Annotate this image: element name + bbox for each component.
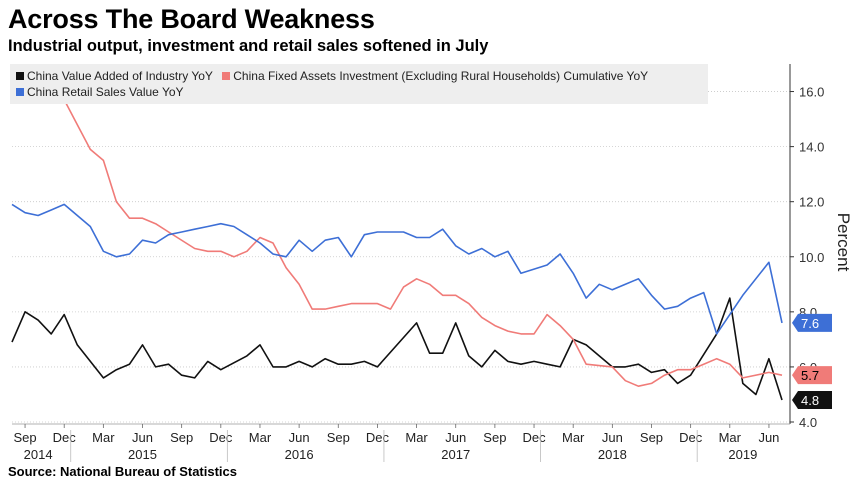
chart-title: Across The Board Weakness <box>8 4 375 34</box>
x-tick-label: Sep <box>170 430 193 445</box>
source-note: Source: National Bureau of Statistics <box>8 464 237 479</box>
x-tick-label: Jun <box>289 430 310 445</box>
last-value-label-2: 7.6 <box>801 316 819 331</box>
x-tick-label: Mar <box>92 430 115 445</box>
y-tick-label: 10.0 <box>799 250 824 265</box>
x-tick-label: Sep <box>483 430 506 445</box>
legend-swatch-fixed-assets <box>222 72 231 80</box>
chart-subtitle: Industrial output, investment and retail… <box>8 37 489 55</box>
x-tick-label: Dec <box>366 430 390 445</box>
last-value-flag-2 <box>792 313 832 332</box>
x-year-label: 2014 <box>24 447 53 462</box>
x-tick-label: Jun <box>758 430 779 445</box>
legend-item-fixed-assets: China Fixed Assets Investment (Excluding… <box>222 69 648 83</box>
legend-row-2: China Retail Sales Value YoY <box>16 85 190 99</box>
x-tick-label: Mar <box>562 430 585 445</box>
x-tick-label: Mar <box>719 430 742 445</box>
x-year-label: 2016 <box>285 447 314 462</box>
x-tick-label: Mar <box>405 430 428 445</box>
series-line-0 <box>11 297 783 401</box>
y-tick-label: 16.0 <box>799 85 824 100</box>
legend-label-industry: China Value Added of Industry YoY <box>27 69 213 83</box>
legend-swatch-retail <box>16 88 24 96</box>
x-year-label: 2017 <box>441 447 470 462</box>
x-tick-label: Dec <box>53 430 77 445</box>
x-tick-label: Sep <box>327 430 350 445</box>
y-tick-label: 4.0 <box>799 415 817 430</box>
x-year-label: 2015 <box>128 447 157 462</box>
series-line-2 <box>11 203 783 335</box>
x-tick-label: Jun <box>132 430 153 445</box>
x-tick-label: Dec <box>679 430 703 445</box>
chart-legend: China Value Added of Industry YoY China … <box>10 64 708 104</box>
series-line-1 <box>11 77 783 388</box>
legend-item-retail: China Retail Sales Value YoY <box>16 85 184 99</box>
x-year-label: 2019 <box>728 447 757 462</box>
legend-item-industry: China Value Added of Industry YoY <box>16 69 213 83</box>
last-value-flag-0 <box>792 390 832 409</box>
x-tick-label: Sep <box>13 430 36 445</box>
y-tick-label: 12.0 <box>799 195 824 210</box>
last-value-flag-1 <box>792 366 832 385</box>
x-tick-label: Sep <box>640 430 663 445</box>
x-tick-label: Jun <box>445 430 466 445</box>
y-tick-label: 14.0 <box>799 140 824 155</box>
last-value-label-0: 4.8 <box>801 393 819 408</box>
legend-label-retail: China Retail Sales Value YoY <box>27 85 184 99</box>
x-tick-label: Dec <box>522 430 546 445</box>
y-axis-title: Percent <box>834 213 853 272</box>
x-tick-label: Mar <box>249 430 272 445</box>
x-tick-label: Dec <box>209 430 233 445</box>
legend-row-1: China Value Added of Industry YoY China … <box>16 69 654 83</box>
x-tick-label: Jun <box>602 430 623 445</box>
x-year-label: 2018 <box>598 447 627 462</box>
legend-swatch-industry <box>16 72 24 80</box>
legend-label-fixed-assets: China Fixed Assets Investment (Excluding… <box>233 69 649 83</box>
last-value-label-1: 5.7 <box>801 368 819 383</box>
